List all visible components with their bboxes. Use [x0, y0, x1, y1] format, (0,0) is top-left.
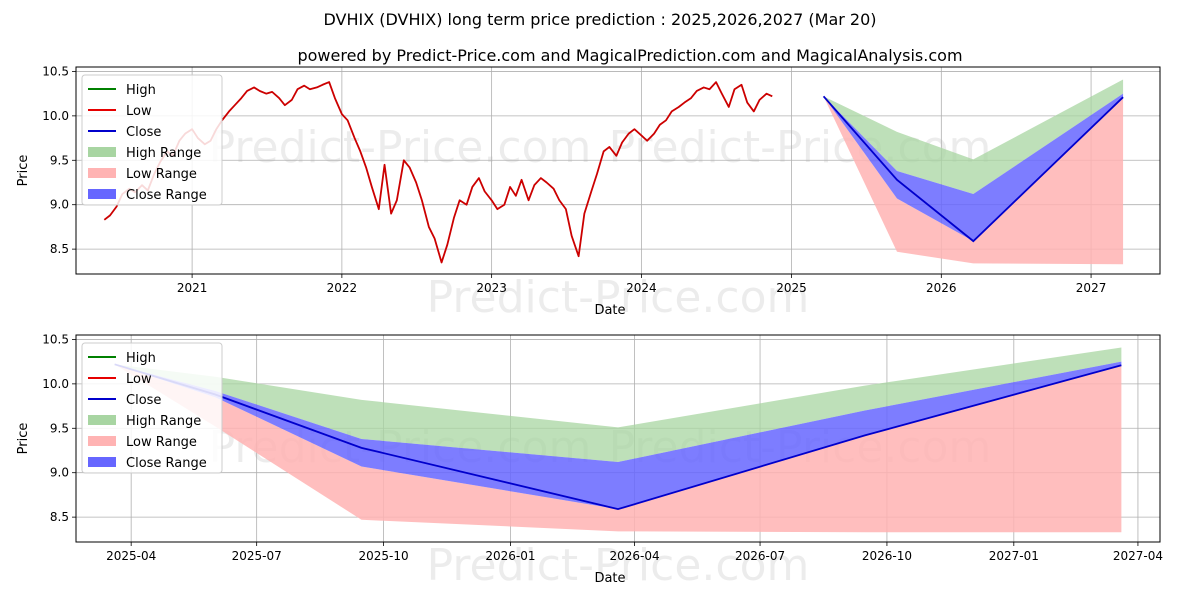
- x-tick-label: 2026-10: [862, 549, 912, 563]
- legend-entry: Low: [126, 372, 152, 387]
- axes-frame: [75, 334, 1161, 543]
- legend-entry: Close Range: [126, 456, 207, 471]
- x-tick-label: 2027-04: [1113, 549, 1163, 563]
- x-tick-label: 2026-07: [735, 549, 785, 563]
- y-tick-label: 8.5: [50, 510, 69, 524]
- y-tick-label: 10.0: [42, 377, 69, 391]
- legend-swatch: [88, 147, 116, 157]
- axes-frame: [75, 66, 1161, 275]
- legend-swatch: [88, 168, 116, 178]
- low-range-band: [823, 96, 1124, 265]
- close-forecast-line: [822, 95, 1124, 243]
- legend-entry: High Range: [126, 414, 201, 429]
- y-tick-label: 9.5: [50, 153, 69, 167]
- x-axis-label: Date: [594, 571, 625, 586]
- y-tick-label: 9.0: [50, 198, 69, 212]
- x-tick-label: 2025-07: [232, 549, 282, 563]
- y-tick-label: 9.0: [50, 466, 69, 480]
- legend-swatch: [88, 457, 116, 467]
- x-tick-label: 2023: [476, 281, 507, 295]
- legend-entry: Close Range: [126, 188, 207, 203]
- legend-entry: Low Range: [126, 435, 197, 450]
- y-tick-label: 8.5: [50, 242, 69, 256]
- x-tick-label: 2021: [177, 281, 208, 295]
- legend-entry: High: [126, 351, 156, 366]
- x-tick-label: 2022: [327, 281, 358, 295]
- legend-entry: Low: [126, 104, 152, 119]
- high-range-band: [823, 79, 1124, 195]
- x-tick-label: 2025-04: [106, 549, 156, 563]
- watermark-text: Predict-Price.com: [427, 540, 810, 591]
- legend-swatch: [88, 436, 116, 446]
- legend-box: [81, 74, 223, 206]
- low-range-band: [114, 364, 1122, 533]
- x-tick-label: 2027-01: [989, 549, 1039, 563]
- legend: High Low Close High Range Low Range Close Ran…: [81, 74, 223, 206]
- legend-swatch: [88, 415, 116, 425]
- close-range-band: [114, 361, 1122, 510]
- watermark-text: Predict-Price.com: [209, 122, 592, 173]
- legend-entry: Close: [126, 125, 161, 140]
- y-axis-label: Price: [16, 423, 31, 455]
- legend-box: [81, 342, 223, 474]
- y-tick-label: 10.5: [42, 332, 69, 346]
- legend-entry: High: [126, 83, 156, 98]
- x-tick-label: 2026-04: [609, 549, 659, 563]
- y-axis-label: Price: [16, 155, 31, 187]
- legend: High Low Close High Range Low Range Close Ran…: [81, 342, 223, 474]
- y-tick-label: 9.5: [50, 421, 69, 435]
- x-tick-label: 2026: [926, 281, 957, 295]
- legend-entry: Low Range: [126, 167, 197, 182]
- close-range-band: [823, 93, 1124, 242]
- x-tick-label: 2027: [1076, 281, 1107, 295]
- bottom-panel: Predict-Price.comPredict-Price.comPredic…: [16, 332, 1163, 591]
- x-tick-label: 2024: [626, 281, 657, 295]
- high-range-band: [114, 347, 1122, 463]
- x-tick-label: 2025-10: [358, 549, 408, 563]
- y-tick-label: 10.5: [42, 64, 69, 78]
- chart-title: DVHIX (DVHIX) long term price prediction…: [323, 10, 876, 29]
- chart-subtitle: powered by Predict-Price.com and Magical…: [297, 46, 962, 65]
- y-tick-label: 10.0: [42, 109, 69, 123]
- x-tick-label: 2026-01: [485, 549, 535, 563]
- x-tick-label: 2025: [776, 281, 807, 295]
- legend-swatch: [88, 189, 116, 199]
- legend-entry: High Range: [126, 146, 201, 161]
- legend-entry: Close: [126, 393, 161, 408]
- watermark-text: Predict-Price.com: [427, 272, 810, 323]
- x-axis-label: Date: [594, 303, 625, 318]
